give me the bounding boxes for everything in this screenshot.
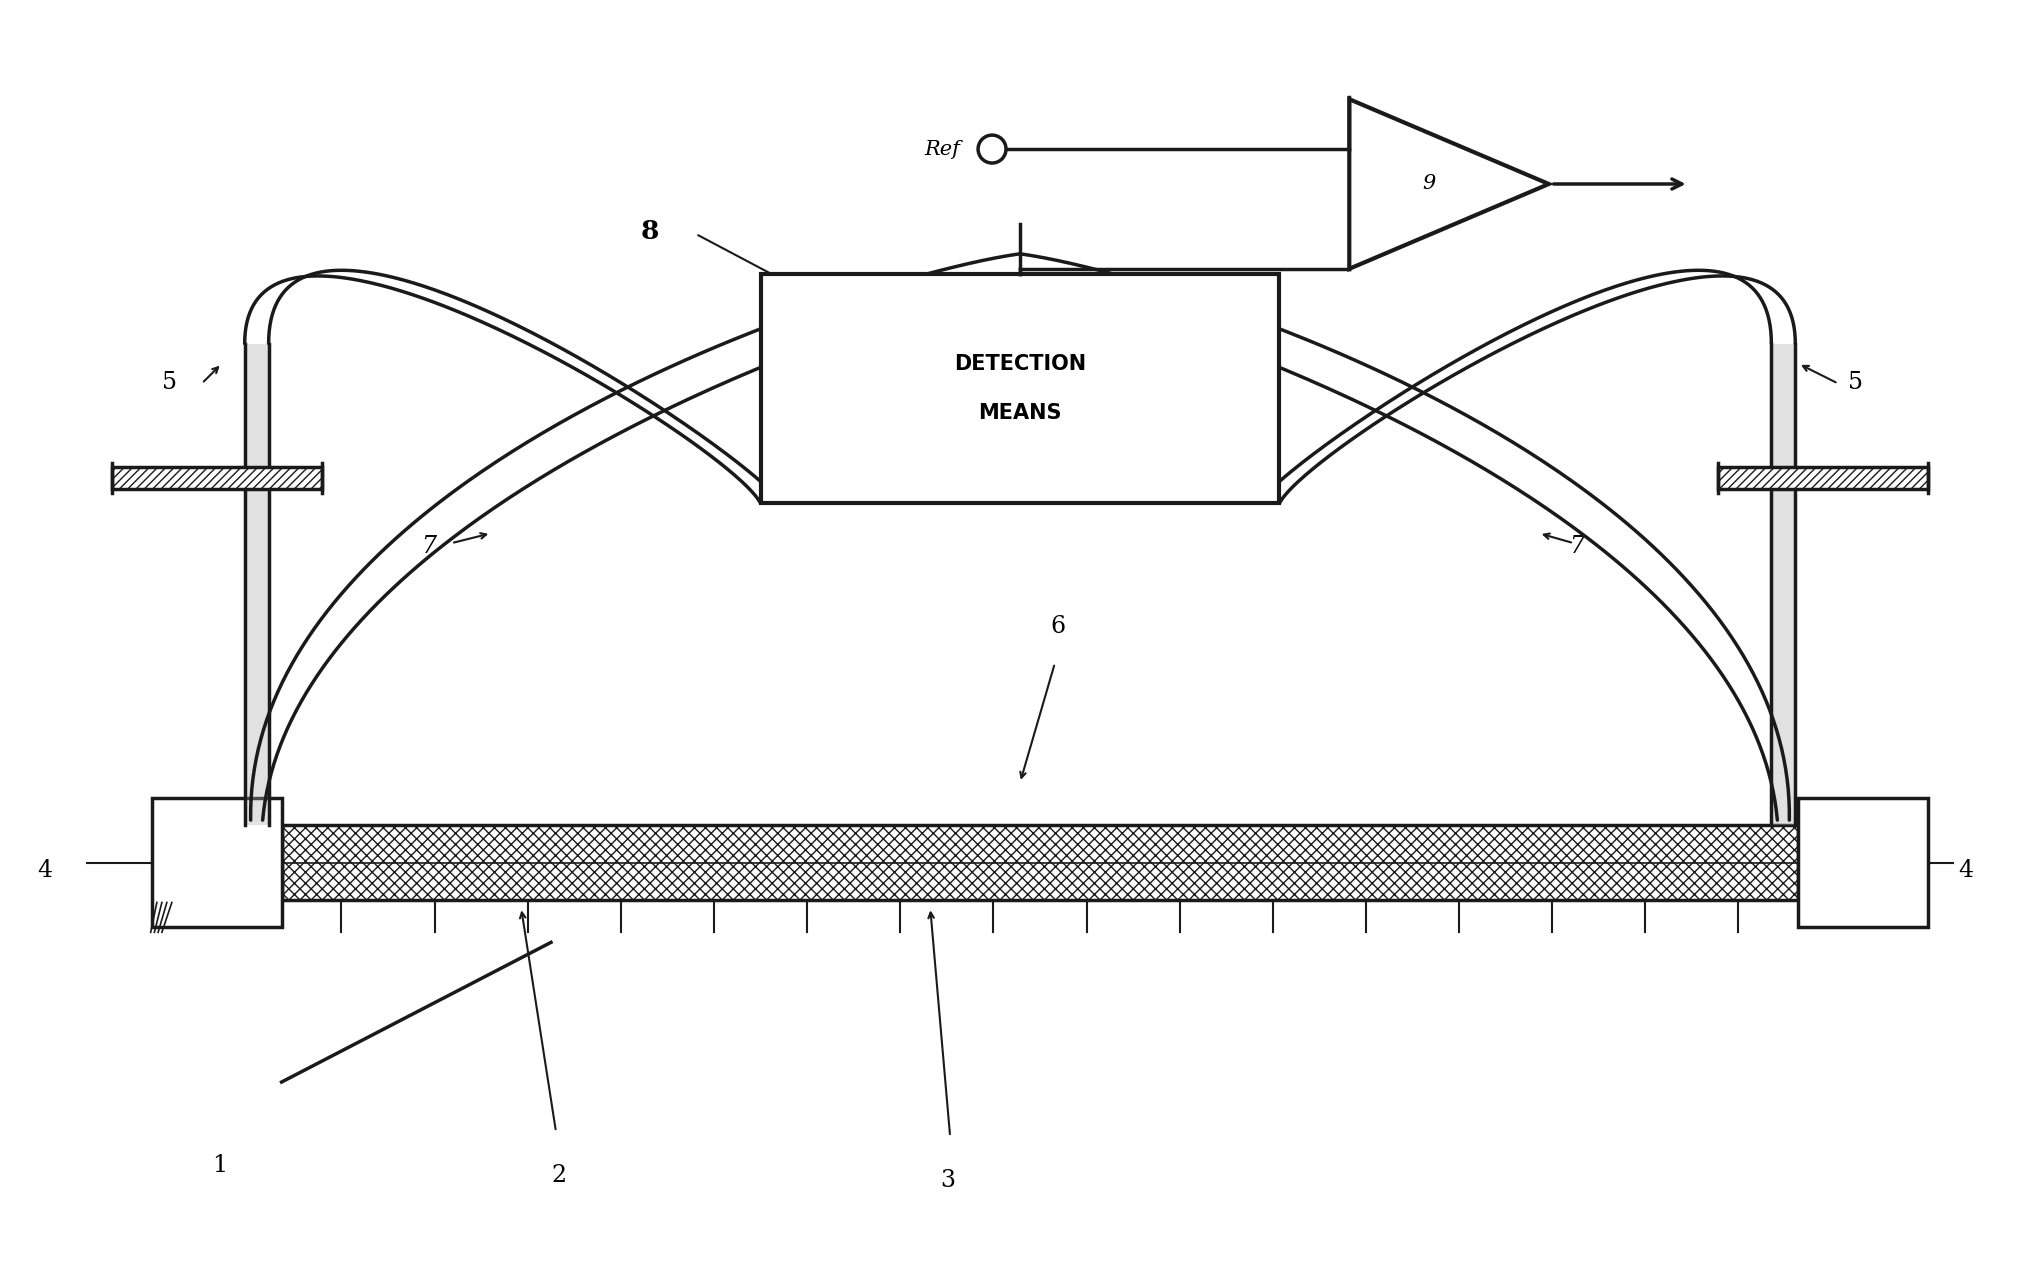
- Bar: [112, 467, 322, 489]
- Bar: [1719, 467, 1929, 489]
- Text: 7: 7: [420, 535, 437, 558]
- Text: 7: 7: [1570, 535, 1584, 558]
- Text: 6: 6: [1049, 615, 1065, 638]
- Text: 8: 8: [641, 219, 659, 244]
- Text: 5: 5: [161, 371, 178, 394]
- Bar: [282, 825, 1798, 899]
- Text: 3: 3: [941, 1169, 955, 1192]
- Polygon shape: [1349, 99, 1549, 269]
- Bar: [282, 825, 1798, 899]
- Bar: [761, 273, 1280, 503]
- Bar: [112, 467, 322, 489]
- Text: MEANS: MEANS: [978, 403, 1061, 423]
- Text: 2: 2: [551, 1164, 565, 1187]
- Bar: [245, 344, 269, 825]
- Text: 4: 4: [37, 860, 53, 883]
- Text: 9: 9: [1423, 174, 1435, 194]
- Bar: [1772, 344, 1796, 825]
- Bar: [151, 798, 282, 928]
- Text: DETECTION: DETECTION: [953, 354, 1086, 373]
- Bar: [1719, 467, 1929, 489]
- Text: 1: 1: [212, 1153, 227, 1177]
- Text: Ref: Ref: [925, 140, 959, 159]
- Text: 4: 4: [1957, 860, 1974, 883]
- Bar: [1798, 798, 1929, 928]
- Text: 5: 5: [1849, 371, 1863, 394]
